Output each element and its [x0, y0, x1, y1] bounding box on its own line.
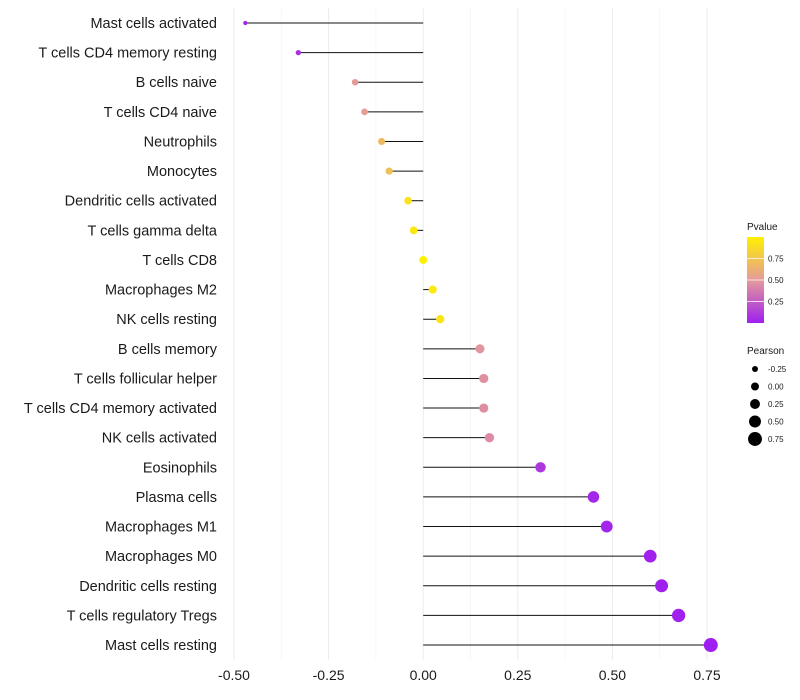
category-label: Macrophages M2 — [105, 283, 217, 299]
pearson-legend: Pearson -0.25 0.00 0.25 0.50 0.75 — [747, 346, 787, 446]
lollipop-point — [436, 315, 445, 324]
category-label: Plasma cells — [136, 490, 217, 506]
pearson-size-key — [751, 382, 759, 391]
lollipop-point — [535, 462, 546, 473]
category-label: Dendritic cells resting — [79, 579, 217, 595]
category-label: Monocytes — [147, 164, 217, 180]
lollipop-point — [587, 491, 600, 503]
pearson-size-label: 0.75 — [768, 435, 784, 444]
category-label: Mast cells resting — [105, 638, 217, 654]
colorbar-tick-label: 0.75 — [768, 255, 784, 264]
pearson-size-label: 0.50 — [768, 418, 784, 427]
lollipop-point — [295, 49, 302, 56]
lollipop-point — [378, 137, 386, 146]
pearson-size-key — [750, 399, 760, 409]
category-label: T cells CD4 memory activated — [24, 401, 217, 417]
lollipop-point — [404, 196, 412, 205]
pvalue-legend: Pvalue 0.75 0.50 0.25 — [747, 222, 784, 323]
category-label: Neutrophils — [144, 134, 217, 150]
lollipop-stems — [245, 22, 711, 646]
lollipop-point — [361, 108, 368, 116]
lollipop-point — [643, 549, 657, 563]
grid-lines — [233, 8, 708, 660]
category-labels: Mast cells activated T cells CD4 memory r… — [24, 16, 218, 654]
category-label: Dendritic cells activated — [65, 194, 217, 210]
category-label: T cells regulatory Tregs — [67, 608, 217, 624]
pearson-legend-title: Pearson — [747, 346, 784, 357]
category-label: NK cells activated — [102, 431, 217, 447]
x-tick-label: 0.75 — [693, 667, 720, 683]
lollipop-point — [385, 167, 393, 175]
pearson-size-key — [749, 415, 761, 428]
pearson-size-label: 0.00 — [768, 383, 784, 392]
pearson-size-label: -0.25 — [768, 365, 787, 374]
category-label: T cells CD4 naive — [104, 105, 217, 121]
lollipop-point — [600, 520, 613, 533]
lollipop-point — [703, 638, 718, 653]
lollipop-point — [671, 608, 686, 623]
category-label: B cells memory — [118, 342, 218, 358]
lollipop-point — [419, 255, 428, 264]
category-label: B cells naive — [136, 75, 217, 91]
lollipop-point — [243, 20, 248, 26]
lollipop-point — [428, 285, 437, 294]
lollipop-point — [479, 373, 489, 384]
category-label: Eosinophils — [143, 460, 217, 476]
lollipop-point — [409, 226, 418, 235]
category-label: Macrophages M0 — [105, 549, 217, 565]
category-label: T cells follicular helper — [74, 371, 217, 387]
category-label: T cells CD8 — [142, 253, 217, 269]
category-label: NK cells resting — [116, 312, 217, 328]
lollipop-points — [243, 20, 718, 653]
x-tick-label: 0.25 — [504, 667, 531, 683]
pvalue-legend-title: Pvalue — [747, 222, 778, 233]
lollipop-point — [479, 403, 489, 413]
x-tick-label: 0.50 — [599, 667, 626, 683]
category-label: Macrophages M1 — [105, 520, 217, 536]
category-label: Mast cells activated — [90, 16, 217, 32]
lollipop-point — [655, 579, 669, 593]
pearson-size-label: 0.25 — [768, 400, 784, 409]
pearson-size-key — [748, 432, 762, 446]
category-label: T cells gamma delta — [88, 223, 218, 239]
category-label: T cells CD4 memory resting — [38, 46, 217, 62]
lollipop-point — [484, 433, 495, 443]
lollipop-point — [351, 78, 359, 86]
lollipop-point — [475, 344, 485, 354]
x-tick-label: -0.25 — [313, 667, 345, 683]
colorbar-tick-label: 0.25 — [768, 298, 784, 307]
colorbar-tick-label: 0.50 — [768, 276, 784, 285]
x-tick-label: 0.00 — [410, 667, 437, 683]
x-axis-tick-labels: -0.50 -0.25 0.00 0.25 0.50 0.75 — [218, 667, 721, 683]
x-tick-label: -0.50 — [218, 667, 250, 683]
pearson-size-key — [752, 366, 758, 372]
